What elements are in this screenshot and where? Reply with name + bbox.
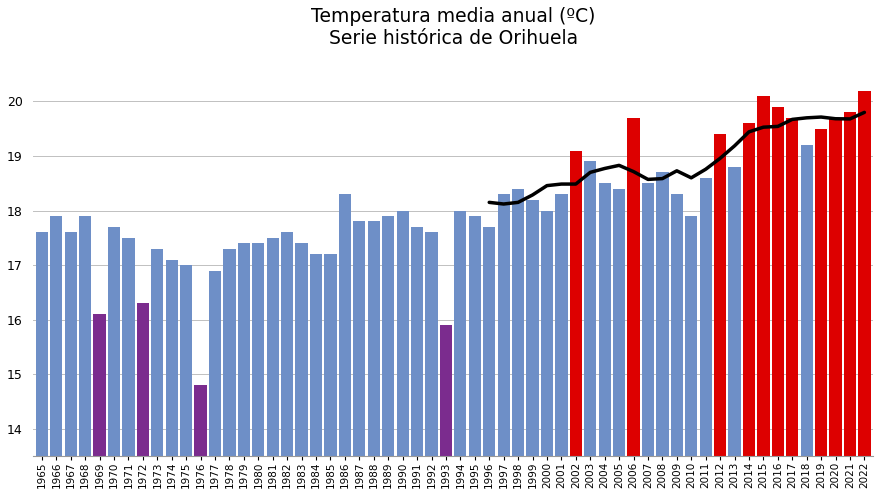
Bar <box>483 227 495 456</box>
Bar <box>267 238 279 456</box>
Bar <box>310 254 322 456</box>
Bar <box>830 118 841 456</box>
Bar <box>296 243 308 456</box>
Bar <box>454 210 466 456</box>
Bar <box>815 129 827 456</box>
Bar <box>411 227 423 456</box>
Bar <box>36 232 48 456</box>
Bar <box>180 265 193 456</box>
Bar <box>772 107 784 456</box>
Bar <box>122 238 135 456</box>
Bar <box>569 150 582 456</box>
Bar <box>224 248 236 456</box>
Bar <box>541 210 553 456</box>
Bar <box>700 178 712 456</box>
Bar <box>165 260 178 456</box>
Bar <box>64 232 77 456</box>
Bar <box>714 134 726 456</box>
Bar <box>743 123 755 456</box>
Bar <box>397 210 409 456</box>
Title: Temperatura media anual (ºC)
Serie histórica de Orihuela: Temperatura media anual (ºC) Serie histó… <box>311 7 596 48</box>
Bar <box>325 254 337 456</box>
Bar <box>440 325 452 456</box>
Bar <box>209 271 221 456</box>
Bar <box>151 248 164 456</box>
Bar <box>253 243 265 456</box>
Bar <box>671 194 683 456</box>
Bar <box>50 216 62 456</box>
Bar <box>642 183 654 456</box>
Bar <box>512 189 524 456</box>
Bar <box>79 216 92 456</box>
Bar <box>801 145 813 456</box>
Bar <box>368 221 380 456</box>
Bar <box>93 314 106 456</box>
Bar <box>425 232 437 456</box>
Bar <box>108 227 121 456</box>
Bar <box>382 216 394 456</box>
Bar <box>758 96 769 456</box>
Bar <box>598 183 611 456</box>
Bar <box>526 199 539 456</box>
Bar <box>613 189 625 456</box>
Bar <box>469 216 481 456</box>
Bar <box>627 118 640 456</box>
Bar <box>339 194 351 456</box>
Bar <box>353 221 365 456</box>
Bar <box>136 303 149 456</box>
Bar <box>858 91 870 456</box>
Bar <box>786 118 798 456</box>
Bar <box>555 194 568 456</box>
Bar <box>729 167 741 456</box>
Bar <box>194 385 207 456</box>
Bar <box>238 243 250 456</box>
Bar <box>281 232 293 456</box>
Bar <box>656 172 669 456</box>
Bar <box>844 112 856 456</box>
Bar <box>686 216 697 456</box>
Bar <box>497 194 510 456</box>
Bar <box>584 161 597 456</box>
